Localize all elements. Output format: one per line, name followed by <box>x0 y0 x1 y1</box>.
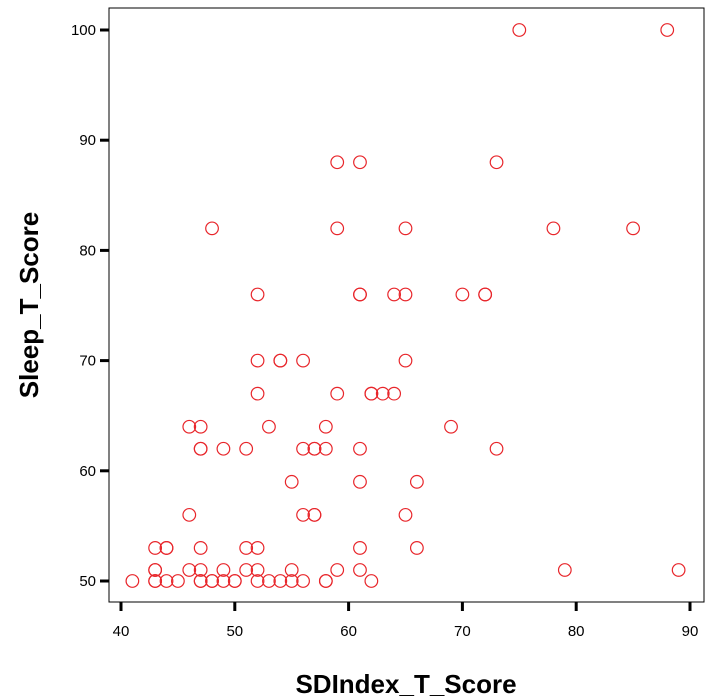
x-tick-label: 90 <box>682 623 699 640</box>
data-point <box>193 419 208 434</box>
data-point <box>626 221 640 236</box>
data-point <box>250 563 265 577</box>
data-point <box>307 507 322 522</box>
data-point <box>387 287 402 302</box>
data-point <box>398 221 413 236</box>
data-point <box>284 474 299 489</box>
data-point <box>250 287 265 302</box>
data-point <box>296 574 310 588</box>
data-point <box>262 574 276 588</box>
data-point <box>296 441 310 456</box>
data-point <box>557 563 572 577</box>
data-point <box>409 474 424 489</box>
data-point <box>193 563 208 577</box>
data-point <box>216 563 231 577</box>
data-point <box>398 287 413 302</box>
x-axis: 40 50 60 70 80 90 <box>113 602 699 640</box>
data-point <box>216 574 231 588</box>
y-tick-label: 50 <box>79 573 96 590</box>
data-point <box>478 287 493 302</box>
data-point <box>353 155 367 170</box>
y-tick-label: 70 <box>79 353 96 370</box>
data-point <box>273 574 288 588</box>
data-point <box>307 441 322 456</box>
data-point <box>273 353 288 368</box>
y-tick-label: 80 <box>79 242 96 259</box>
data-point <box>159 574 174 588</box>
data-point <box>330 563 345 577</box>
plot-area <box>108 7 705 603</box>
data-point <box>353 441 367 456</box>
data-point <box>512 23 527 37</box>
data-point <box>148 563 163 577</box>
data-point <box>239 441 254 456</box>
y-tick-label: 60 <box>79 463 96 480</box>
data-point <box>364 386 379 401</box>
data-point <box>193 541 208 555</box>
data-point <box>193 441 208 456</box>
data-point <box>489 441 504 456</box>
data-point <box>284 563 299 577</box>
data-point <box>148 574 163 588</box>
data-point <box>409 541 424 555</box>
data-point <box>182 563 197 577</box>
data-point <box>398 353 413 368</box>
data-point <box>353 563 367 577</box>
data-point <box>227 574 242 588</box>
data-point <box>489 155 504 170</box>
x-axis-title: SDIndex_T_Score <box>295 669 516 699</box>
x-tick-label: 50 <box>226 623 243 640</box>
data-point <box>148 541 163 555</box>
y-tick-label: 100 <box>71 22 96 39</box>
data-point <box>250 574 265 588</box>
data-point <box>318 419 333 434</box>
data-point <box>671 563 686 577</box>
data-point <box>546 221 561 236</box>
data-point <box>318 441 333 456</box>
data-point <box>353 474 367 489</box>
data-point <box>284 574 299 588</box>
data-point <box>125 574 140 588</box>
data-point <box>387 386 402 401</box>
data-point <box>239 563 254 577</box>
data-point <box>159 541 174 555</box>
data-points <box>125 23 686 588</box>
data-point <box>353 541 367 555</box>
data-point <box>660 23 675 37</box>
data-point <box>455 287 470 302</box>
x-tick-label: 40 <box>113 623 130 640</box>
data-point <box>193 574 208 588</box>
data-point <box>170 574 185 588</box>
data-point <box>182 507 197 522</box>
y-axis: 50 60 70 80 90 100 <box>71 22 109 590</box>
data-point <box>444 419 458 434</box>
y-axis-title: Sleep_T_Score <box>14 212 44 398</box>
data-point <box>250 386 265 401</box>
data-point <box>216 441 231 456</box>
data-point <box>330 386 345 401</box>
data-point <box>205 221 219 236</box>
data-point <box>205 574 219 588</box>
data-point <box>330 155 345 170</box>
data-point <box>239 541 254 555</box>
x-tick-label: 60 <box>340 623 357 640</box>
x-tick-label: 70 <box>454 623 471 640</box>
data-point <box>250 353 265 368</box>
data-point <box>296 507 310 522</box>
y-tick-label: 90 <box>79 132 96 149</box>
data-point <box>398 507 413 522</box>
data-point <box>375 386 390 401</box>
data-point <box>296 353 310 368</box>
x-tick-label: 80 <box>568 623 585 640</box>
data-point <box>182 419 197 434</box>
data-point <box>330 221 345 236</box>
data-point <box>353 287 367 302</box>
data-point <box>318 574 333 588</box>
data-point <box>250 541 265 555</box>
data-point <box>262 419 276 434</box>
data-point <box>364 574 379 588</box>
